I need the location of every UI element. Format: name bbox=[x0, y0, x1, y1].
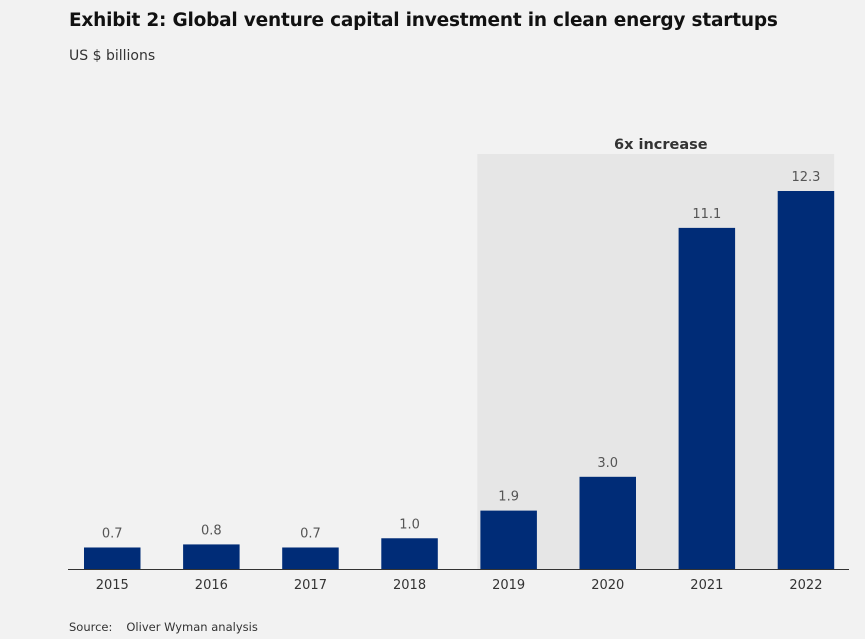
bar-2020 bbox=[579, 476, 636, 569]
chart-subtitle: US $ billions bbox=[69, 48, 156, 64]
x-tick-2017: 2017 bbox=[294, 578, 327, 593]
bar-2016 bbox=[183, 544, 240, 569]
data-label-2021: 11.1 bbox=[692, 207, 721, 222]
bar-2015 bbox=[84, 547, 141, 569]
bar-2019 bbox=[480, 510, 537, 569]
bar-2018 bbox=[381, 538, 438, 569]
chart-title: Exhibit 2: Global venture capital invest… bbox=[69, 10, 778, 31]
x-tick-2022: 2022 bbox=[789, 578, 822, 593]
bar-2017 bbox=[282, 547, 339, 569]
data-label-2015: 0.7 bbox=[102, 526, 123, 541]
highlight-annotation: 6x increase bbox=[614, 137, 708, 153]
x-tick-2021: 2021 bbox=[690, 578, 723, 593]
x-tick-2018: 2018 bbox=[393, 578, 426, 593]
x-tick-2015: 2015 bbox=[96, 578, 129, 593]
x-tick-2020: 2020 bbox=[591, 578, 624, 593]
source-text: Oliver Wyman analysis bbox=[126, 620, 258, 634]
data-label-2020: 3.0 bbox=[597, 456, 618, 471]
data-label-2016: 0.8 bbox=[201, 523, 222, 538]
highlight-region bbox=[477, 154, 835, 569]
source-label: Source: bbox=[69, 620, 113, 634]
x-tick-2016: 2016 bbox=[195, 578, 228, 593]
data-label-2017: 0.7 bbox=[300, 526, 321, 541]
bar-2021 bbox=[678, 227, 736, 569]
bar-2022 bbox=[777, 191, 835, 569]
data-label-2019: 1.9 bbox=[498, 490, 519, 505]
source-note: Source: Oliver Wyman analysis bbox=[69, 620, 258, 634]
data-label-2022: 12.3 bbox=[791, 170, 820, 185]
x-tick-2019: 2019 bbox=[492, 578, 525, 593]
data-label-2018: 1.0 bbox=[399, 517, 420, 532]
